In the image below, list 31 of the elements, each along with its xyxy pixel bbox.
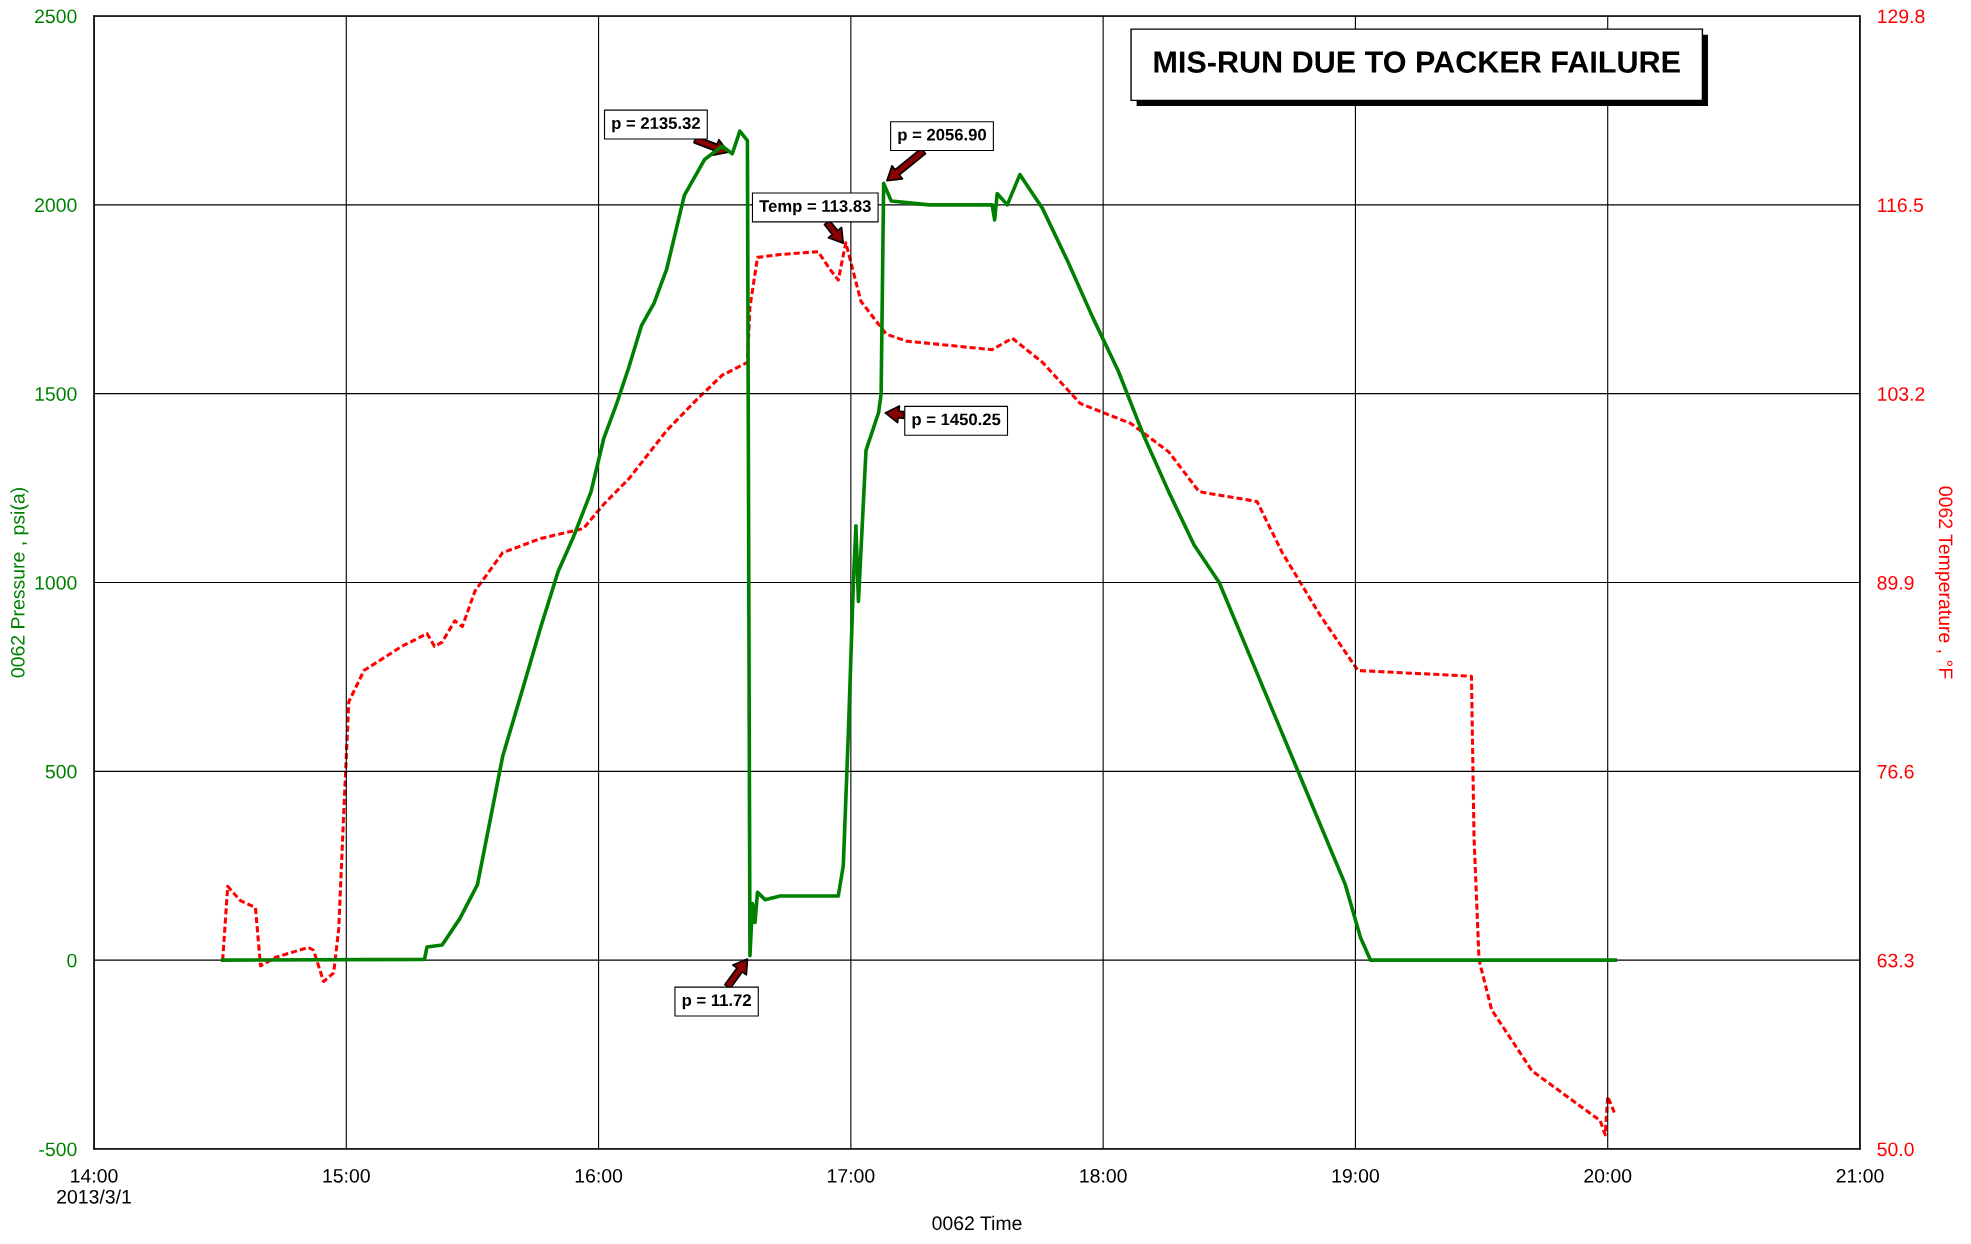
y2-axis-title: 0062 Temperature , °F (1934, 486, 1953, 679)
x-tick-label: 15:00 (323, 1168, 370, 1183)
y2-tick-label: 76.6 (1877, 764, 1914, 779)
y-tick-label: 2500 (35, 9, 77, 24)
x-tick-label: 20:00 (1584, 1168, 1632, 1183)
y-tick-label: 1500 (35, 387, 77, 401)
y-tick-label: 2000 (35, 198, 77, 213)
y2-tick-label: 50.0 (1877, 1142, 1914, 1157)
annotation: p = 1450.25 (912, 413, 1001, 429)
x-tick-label: 14:00 2013/3/1 (57, 1168, 131, 1204)
y2-tick-label: 116.5 (1878, 198, 1924, 213)
x-tick-label: 17:00 (828, 1168, 875, 1183)
x-tick-label: 16:00 (575, 1168, 623, 1183)
x-tick-label: 18:00 (1080, 1168, 1127, 1183)
annotation: p = 2056.90 (898, 128, 987, 144)
annotation: p = 2135.32 (612, 117, 700, 133)
y2-tick-label: 63.3 (1877, 953, 1914, 968)
text: MIS-RUN DUE TO PACKER FAILURE (1154, 51, 1680, 73)
y2-tick-label: 103.2 (1878, 387, 1925, 401)
annotation: Temp = 113.83 (759, 200, 871, 216)
x-tick-label: 21:00 (1836, 1168, 1884, 1183)
y-tick-label: 500 (45, 764, 77, 779)
annotation: p = 11.72 (682, 994, 751, 1010)
x-tick-label: 19:00 (1332, 1168, 1379, 1183)
x-axis-title: 0062 Time (932, 1215, 1022, 1231)
y-tick-label: -500 (39, 1142, 77, 1157)
y-tick-label: 1000 (35, 575, 77, 590)
y2-tick-label: 129.8 (1878, 9, 1925, 24)
y-tick-label: 0 (67, 953, 77, 968)
y2-tick-label: 89.9 (1877, 575, 1914, 590)
y-axis-title: 0062 Pressure , psi(a) (10, 488, 29, 678)
